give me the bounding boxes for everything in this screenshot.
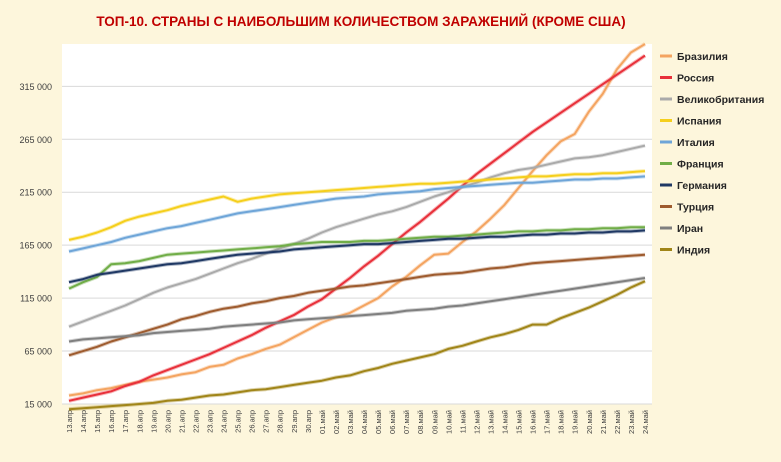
legend-label: Турция bbox=[677, 202, 714, 214]
plot-background bbox=[62, 44, 652, 404]
series-line bbox=[68, 277, 646, 343]
y-tick-label: 65 000 bbox=[24, 347, 52, 357]
legend-label: Германия bbox=[677, 180, 727, 192]
x-tick-label: 14.май bbox=[501, 410, 510, 434]
series-line bbox=[68, 43, 646, 397]
x-tick-label: 06.май bbox=[388, 410, 397, 434]
series-line bbox=[68, 253, 646, 357]
y-tick-label: 15 000 bbox=[24, 400, 52, 410]
x-tick-label: 13.май bbox=[486, 410, 495, 434]
legend: Бразилия Россия Великобритания Испания Итали… bbox=[660, 51, 764, 257]
y-tick-label: 165 000 bbox=[19, 241, 52, 251]
x-tick-label: 03.май bbox=[346, 410, 355, 434]
x-tick-label: 24.май bbox=[641, 410, 650, 434]
x-tick-label: 08.май bbox=[416, 410, 425, 434]
y-tick-label: 265 000 bbox=[19, 135, 52, 145]
legend-label: Франция bbox=[677, 159, 724, 171]
x-tick-label: 04.май bbox=[360, 410, 369, 434]
chart-title: ТОП-10. СТРАНЫ С НАИБОЛЬШИМ КОЛИЧЕСТВОМ … bbox=[96, 14, 625, 29]
x-tick-label: 11.май bbox=[458, 410, 467, 433]
x-tick-label: 19.апр bbox=[149, 410, 158, 433]
x-tick-label: 30.апр bbox=[304, 410, 313, 433]
series-line bbox=[68, 280, 646, 411]
x-tick-label: 18.май bbox=[557, 410, 566, 434]
x-tick-label: 15.апр bbox=[93, 410, 102, 433]
series-line bbox=[68, 144, 646, 328]
x-tick-label: 20.апр bbox=[163, 410, 172, 433]
x-tick-label: 23.апр bbox=[206, 410, 215, 433]
x-tick-label: 15.май bbox=[515, 410, 524, 434]
legend-label: Испания bbox=[677, 116, 722, 128]
x-tick-label: 19.май bbox=[571, 410, 580, 434]
legend-label: Великобритания bbox=[677, 94, 764, 106]
x-tick-label: 18.апр bbox=[135, 410, 144, 433]
x-tick-label: 07.май bbox=[402, 410, 411, 434]
x-tick-label: 23.май bbox=[627, 410, 636, 434]
y-tick-label: 115 000 bbox=[20, 294, 52, 304]
x-tick-label: 26.апр bbox=[248, 410, 257, 433]
x-tick-label: 16.май bbox=[529, 410, 538, 434]
series-line bbox=[68, 175, 646, 253]
legend-label: Индия bbox=[677, 245, 710, 257]
x-tick-label: 22.май bbox=[613, 410, 622, 434]
plot-area: 15 000 65 000 115 000 165 000 215 000 265 000… bbox=[19, 42, 652, 434]
x-tick-label: 14.апр bbox=[79, 410, 88, 433]
x-tick-label: 13.апр bbox=[65, 410, 74, 433]
x-tick-label: 21.апр bbox=[177, 410, 186, 433]
x-tick-label: 17.май bbox=[543, 410, 552, 434]
x-tick-label: 29.апр bbox=[290, 410, 299, 433]
x-tick-label: 16.апр bbox=[107, 410, 116, 433]
x-tick-label: 24.апр bbox=[220, 410, 229, 433]
y-tick-label: 215 000 bbox=[19, 188, 52, 198]
series-line bbox=[68, 54, 646, 402]
x-tick-label: 21.май bbox=[599, 410, 608, 434]
x-tick-label: 25.апр bbox=[234, 410, 243, 433]
x-tick-label: 02.май bbox=[332, 410, 341, 434]
x-tick-label: 10.май bbox=[444, 410, 453, 434]
x-tick-label: 17.апр bbox=[121, 410, 130, 433]
x-tick-label: 27.апр bbox=[262, 410, 271, 433]
x-tick-label: 05.май bbox=[374, 410, 383, 434]
legend-label: Италия bbox=[677, 137, 715, 149]
series-line bbox=[68, 226, 645, 290]
x-tick-label: 22.апр bbox=[191, 410, 200, 433]
series-line bbox=[68, 229, 646, 284]
legend-label: Иран bbox=[677, 223, 703, 235]
x-tick-label: 28.апр bbox=[276, 410, 285, 433]
legend-label: Бразилия bbox=[677, 51, 728, 63]
y-tick-label: 315 000 bbox=[19, 82, 52, 92]
x-tick-label: 12.май bbox=[472, 410, 481, 434]
x-tick-label: 20.май bbox=[585, 410, 594, 434]
x-tick-label: 01.май bbox=[318, 410, 327, 434]
x-tick-label: 09.май bbox=[430, 410, 439, 434]
legend-label: Россия bbox=[677, 73, 714, 85]
series-line bbox=[68, 170, 646, 241]
